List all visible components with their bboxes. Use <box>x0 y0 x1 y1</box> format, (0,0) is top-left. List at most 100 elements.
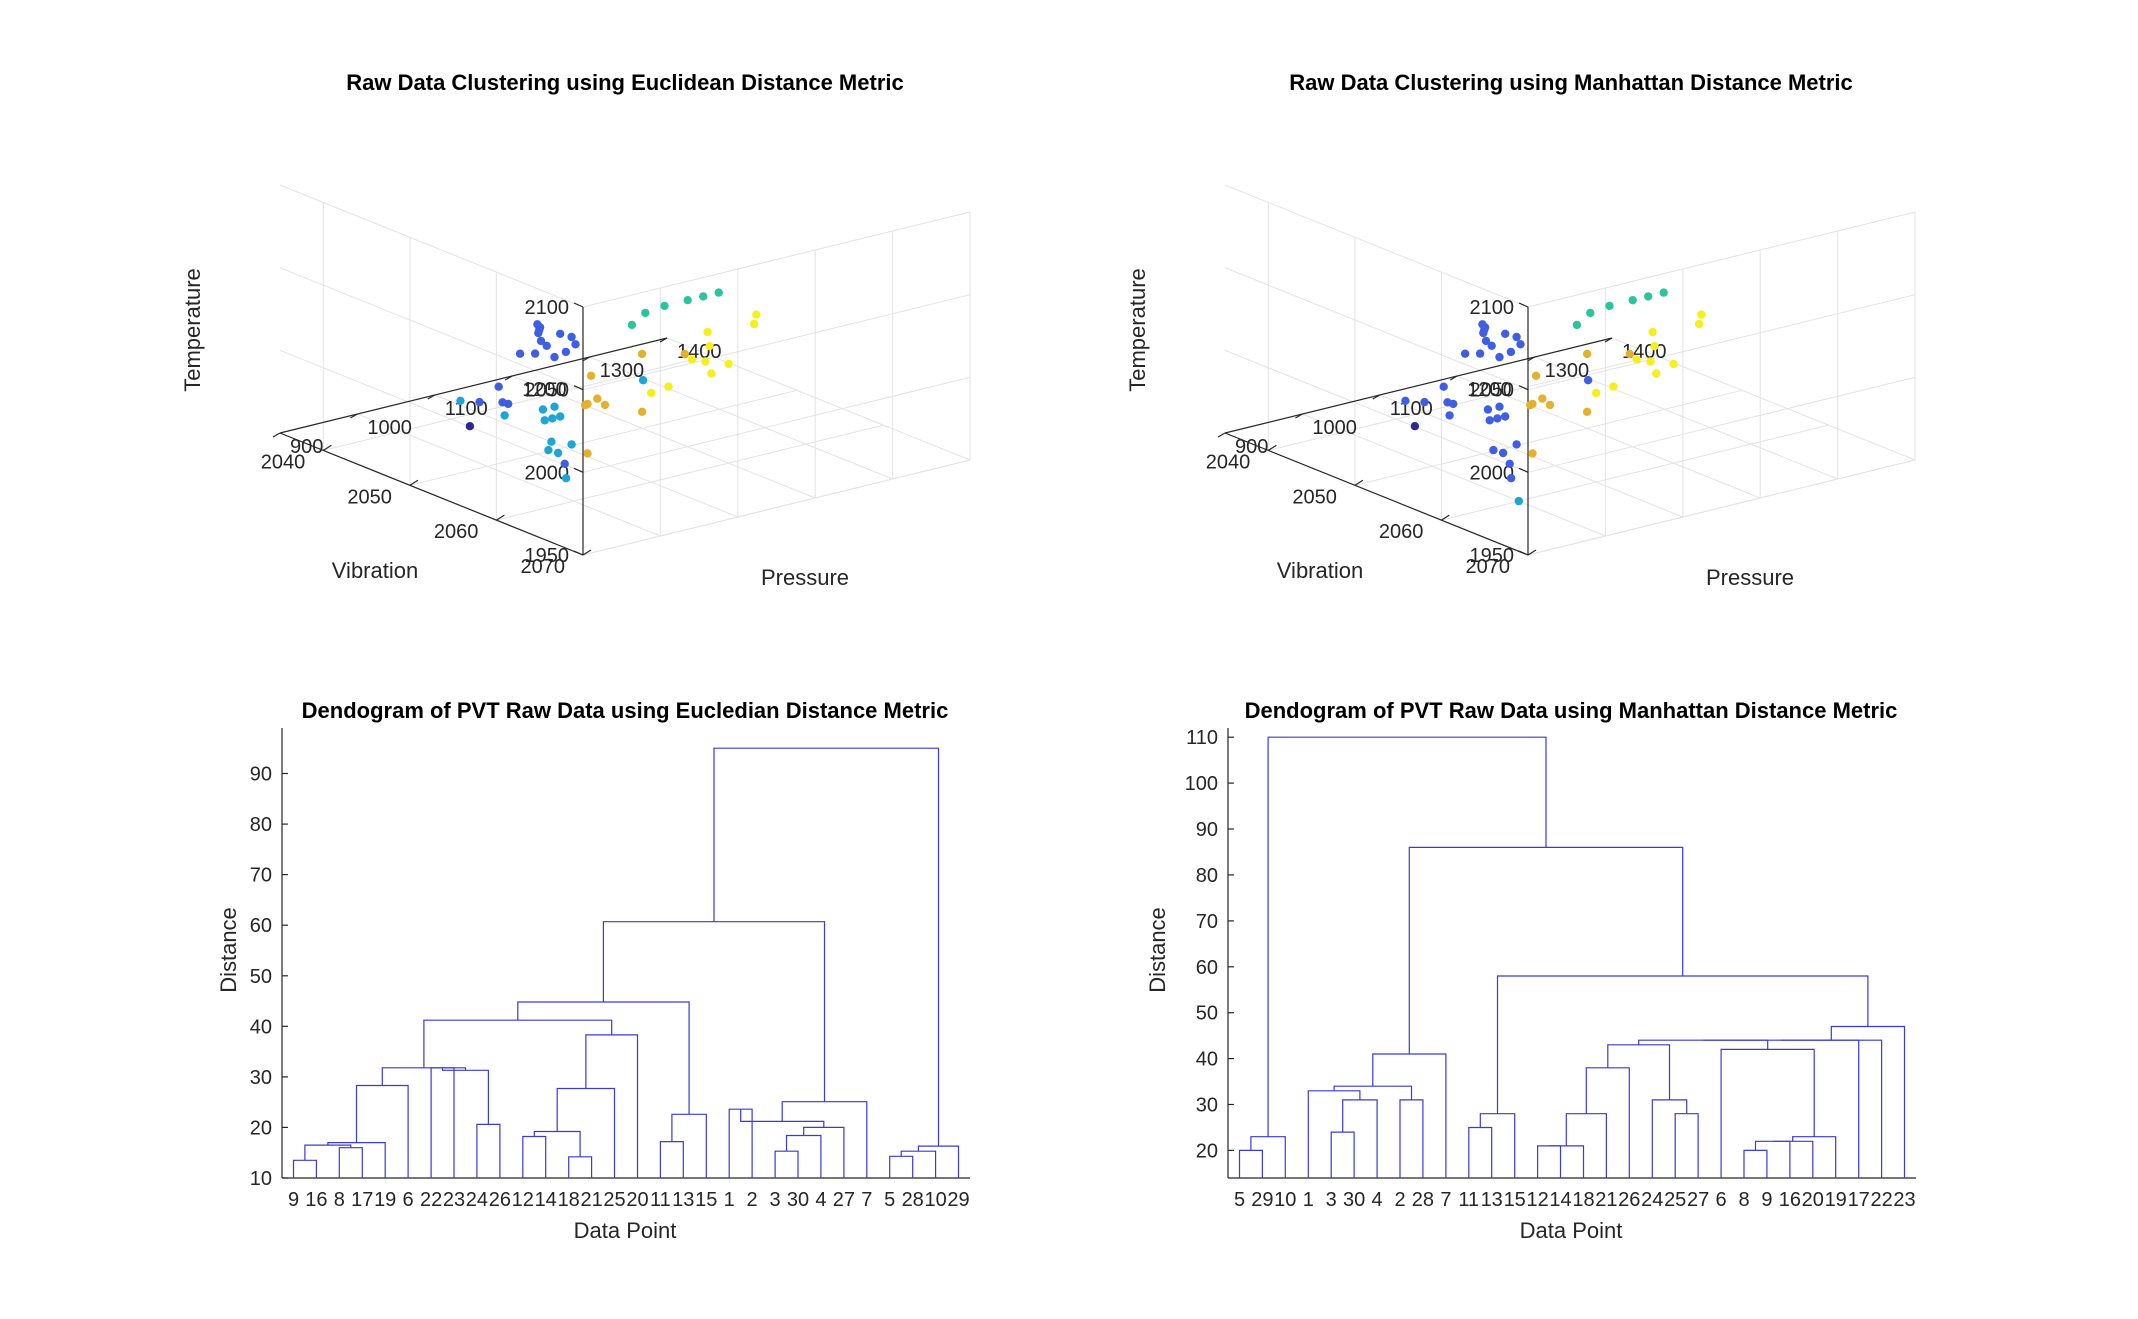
x-tick-label: 900 <box>290 436 323 458</box>
chart-title: Raw Data Clustering using Manhattan Dist… <box>1289 70 1853 95</box>
data-point <box>1495 352 1504 362</box>
data-point <box>703 327 712 337</box>
data-point <box>1650 342 1659 351</box>
leaf-label: 14 <box>1549 1189 1571 1211</box>
x-axis-line <box>1224 337 1613 434</box>
data-point <box>1487 341 1496 350</box>
dendrogram-link <box>1780 1039 1883 1178</box>
grid-line <box>1527 294 1916 391</box>
leaf-label: 17 <box>1848 1189 1870 1211</box>
data-point <box>1514 496 1524 506</box>
grid-line <box>279 349 584 473</box>
leaf-label: 23 <box>1893 1189 1915 1211</box>
data-point <box>724 359 733 369</box>
data-point <box>540 416 549 425</box>
y-tick-label: 40 <box>250 1016 272 1038</box>
leaf-label: 27 <box>1687 1189 1709 1211</box>
leaf-label: 4 <box>815 1189 826 1211</box>
dendrogram-link <box>476 1123 501 1178</box>
leaf-label: 30 <box>1343 1189 1365 1211</box>
data-point <box>494 382 503 391</box>
dendrogram-link <box>556 1087 616 1178</box>
x-axis-label: Data Point <box>1520 1218 1623 1243</box>
x-tick-label: 1000 <box>1312 417 1357 439</box>
grid-line <box>582 376 971 473</box>
scatter3d-manhattan: Raw Data Clustering using Manhattan Dist… <box>1125 70 1916 590</box>
x-tick-label: 1200 <box>1467 379 1512 401</box>
leaf-label: 16 <box>1779 1189 1801 1211</box>
data-point <box>1506 347 1516 357</box>
dendrogram-link <box>1399 1099 1424 1178</box>
x-tick-mark <box>659 337 668 343</box>
data-point <box>1493 414 1502 423</box>
dendrogram-link <box>1607 1044 1671 1100</box>
leaf-label: 4 <box>1372 1189 1383 1211</box>
leaf-label: 29 <box>1251 1189 1273 1211</box>
leaf-label: 25 <box>1664 1189 1686 1211</box>
data-point <box>1697 310 1706 319</box>
data-point <box>1506 474 1516 483</box>
z-tick-label: 2050 <box>1470 380 1515 402</box>
dendrogram-link <box>1479 1113 1516 1178</box>
data-point <box>1485 416 1494 425</box>
z-tick-mark <box>573 385 584 391</box>
leaf-label: 5 <box>1234 1189 1245 1211</box>
data-point <box>593 394 602 403</box>
grid-line <box>1224 184 1529 308</box>
y-tick-label: 90 <box>1196 819 1218 841</box>
y-tick-label: 2060 <box>1379 521 1424 543</box>
dendrogram-link <box>1585 1067 1630 1178</box>
grid-line <box>496 424 884 521</box>
data-point <box>1478 320 1487 329</box>
data-point <box>1652 369 1661 378</box>
dendrogram-link <box>1330 1131 1355 1178</box>
dendrogram-link <box>1772 1140 1814 1178</box>
data-point <box>641 308 650 318</box>
data-point <box>637 407 647 416</box>
data-point <box>1572 320 1582 330</box>
y-axis-label: Vibration <box>1277 558 1363 583</box>
leaf-label: 9 <box>288 1189 299 1211</box>
data-point <box>548 414 557 423</box>
data-point <box>1501 329 1510 338</box>
y-tick-label: 2040 <box>1206 451 1251 473</box>
dendrogram-link <box>1238 1149 1263 1178</box>
leaf-label: 16 <box>305 1189 327 1211</box>
y-tick-label: 20 <box>1196 1140 1218 1162</box>
y-tick-label: 2070 <box>521 556 566 578</box>
leaf-label: 14 <box>535 1189 557 1211</box>
leaf-label: 17 <box>351 1189 373 1211</box>
data-point <box>1460 349 1470 358</box>
leaf-label: 12 <box>512 1189 534 1211</box>
dendrogram-link <box>1408 846 1684 1054</box>
dendrogram-link <box>1830 1025 1906 1178</box>
data-point <box>637 349 647 359</box>
y-tick-label: 80 <box>1196 865 1218 887</box>
leaf-label: 29 <box>947 1189 969 1211</box>
leaf-label: 9 <box>1761 1189 1772 1211</box>
data-point <box>556 412 565 421</box>
dendrogram-link <box>659 1141 684 1178</box>
z-axis-label: Temperature <box>180 268 205 392</box>
leaf-label: 20 <box>1802 1189 1824 1211</box>
x-tick-label: 1200 <box>522 379 567 401</box>
z-tick-label: 2100 <box>525 297 570 319</box>
dendrogram-link <box>1468 1126 1493 1178</box>
leaf-label: 28 <box>1412 1189 1434 1211</box>
y-tick-label: 2050 <box>1292 486 1337 508</box>
dendrogram-link <box>781 1101 868 1178</box>
dendrogram-link <box>602 921 826 1102</box>
grid-line <box>512 375 816 499</box>
dendrogram-link <box>1549 1145 1585 1178</box>
data-point <box>1531 371 1541 380</box>
data-point <box>752 310 761 319</box>
data-point <box>647 388 656 398</box>
grid-line <box>1527 376 1916 473</box>
x-axis-label: Pressure <box>761 565 849 590</box>
leaf-label: 30 <box>787 1189 809 1211</box>
dendrogram-link <box>1537 1145 1562 1178</box>
data-point <box>1646 357 1655 366</box>
leaf-label: 10 <box>924 1189 946 1211</box>
dendrogram-link <box>713 747 940 1147</box>
y-tick-mark <box>1441 514 1450 521</box>
